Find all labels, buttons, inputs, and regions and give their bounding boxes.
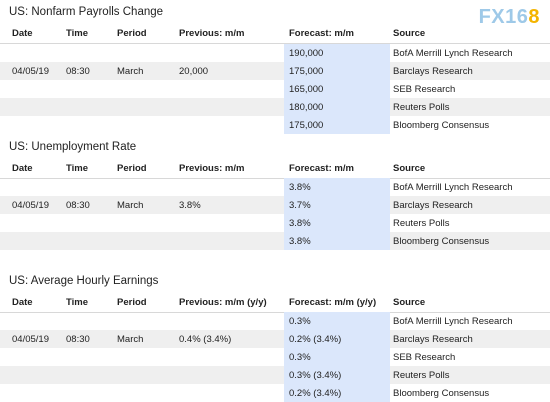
table-header: Date Time Period Previous: m/m Forecast:… <box>0 25 550 44</box>
period-cell: March <box>117 66 144 77</box>
source-name: BofA Merrill Lynch Research <box>393 48 513 59</box>
forecast-value: 175,000 <box>289 66 324 77</box>
section-title: US: Average Hourly Earnings <box>9 275 159 287</box>
source-name: Reuters Polls <box>393 102 450 113</box>
date-cell: 04/05/19 <box>12 66 49 77</box>
table-header: Date Time Period Previous: m/m Forecast:… <box>0 160 550 179</box>
forecast-value: 180,000 <box>289 102 324 113</box>
table-row: 04/05/19 08:30 March 0.4% (3.4%) 0.2% (3… <box>0 330 550 348</box>
period-cell: March <box>117 334 144 345</box>
forecast-value: 190,000 <box>289 48 324 59</box>
time-cell: 08:30 <box>66 200 90 211</box>
source-name: Reuters Polls <box>393 218 450 229</box>
col-forecast: Forecast: m/m <box>289 28 354 39</box>
time-cell: 08:30 <box>66 66 90 77</box>
source-name: Barclays Research <box>393 334 473 345</box>
forecast-value: 0.3% (3.4%) <box>289 370 342 381</box>
forecast-value: 0.3% <box>289 316 311 327</box>
col-source: Source <box>393 297 426 308</box>
source-name: SEB Research <box>393 352 456 363</box>
col-source: Source <box>393 163 426 174</box>
date-cell: 04/05/19 <box>12 200 49 211</box>
source-name: Barclays Research <box>393 200 473 211</box>
forecast-value: 3.8% <box>289 236 311 247</box>
col-previous: Previous: m/m <box>179 163 245 174</box>
col-date: Date <box>12 28 33 39</box>
table-header: Date Time Period Previous: m/m (y/y) For… <box>0 294 550 313</box>
col-forecast: Forecast: m/m (y/y) <box>289 297 377 308</box>
section-title: US: Nonfarm Payrolls Change <box>9 6 164 18</box>
source-name: BofA Merrill Lynch Research <box>393 316 513 327</box>
source-name: Barclays Research <box>393 66 473 77</box>
source-name: Bloomberg Consensus <box>393 236 490 247</box>
forecast-value: 165,000 <box>289 84 324 95</box>
forecast-value: 3.8% <box>289 218 311 229</box>
col-period: Period <box>117 28 147 39</box>
forecast-value: 3.8% <box>289 182 311 193</box>
col-forecast: Forecast: m/m <box>289 163 354 174</box>
col-time: Time <box>66 163 89 174</box>
forecast-value: 3.7% <box>289 200 311 211</box>
table-row: 04/05/19 08:30 March 20,000 175,000 Barc… <box>0 62 550 80</box>
col-previous: Previous: m/m (y/y) <box>179 297 267 308</box>
source-name: Bloomberg Consensus <box>393 388 490 399</box>
source-name: BofA Merrill Lynch Research <box>393 182 513 193</box>
col-period: Period <box>117 297 147 308</box>
table-row: 175,000 Bloomberg Consensus <box>0 116 550 134</box>
source-name: Reuters Polls <box>393 370 450 381</box>
fx168-logo: FX168 <box>478 6 540 28</box>
col-time: Time <box>66 297 89 308</box>
forecast-value: 175,000 <box>289 120 324 131</box>
table-row: 0.3% BofA Merrill Lynch Research <box>0 312 550 330</box>
previous-cell: 20,000 <box>179 66 209 77</box>
col-period: Period <box>117 163 147 174</box>
source-name: SEB Research <box>393 84 456 95</box>
section-title: US: Unemployment Rate <box>9 141 137 153</box>
date-cell: 04/05/19 <box>12 334 49 345</box>
forecast-value: 0.2% (3.4%) <box>289 388 342 399</box>
table-row: 180,000 Reuters Polls <box>0 98 550 116</box>
table-row: 3.8% BofA Merrill Lynch Research <box>0 178 550 196</box>
col-previous: Previous: m/m <box>179 28 245 39</box>
table-row: 3.8% Bloomberg Consensus <box>0 232 550 250</box>
table-row: 04/05/19 08:30 March 3.8% 3.7% Barclays … <box>0 196 550 214</box>
col-source: Source <box>393 28 426 39</box>
previous-cell: 3.8% <box>179 200 201 211</box>
col-date: Date <box>12 297 33 308</box>
table-row: 0.3% SEB Research <box>0 348 550 366</box>
table-row: 0.2% (3.4%) Bloomberg Consensus <box>0 384 550 402</box>
col-time: Time <box>66 28 89 39</box>
forecast-value: 0.3% <box>289 352 311 363</box>
period-cell: March <box>117 200 144 211</box>
table-row: 190,000 BofA Merrill Lynch Research <box>0 44 550 62</box>
source-name: Bloomberg Consensus <box>393 120 490 131</box>
previous-cell: 0.4% (3.4%) <box>179 334 232 345</box>
table-row: 165,000 SEB Research <box>0 80 550 98</box>
col-date: Date <box>12 163 33 174</box>
forecast-value: 0.2% (3.4%) <box>289 334 342 345</box>
table-row: 3.8% Reuters Polls <box>0 214 550 232</box>
time-cell: 08:30 <box>66 334 90 345</box>
table-row: 0.3% (3.4%) Reuters Polls <box>0 366 550 384</box>
